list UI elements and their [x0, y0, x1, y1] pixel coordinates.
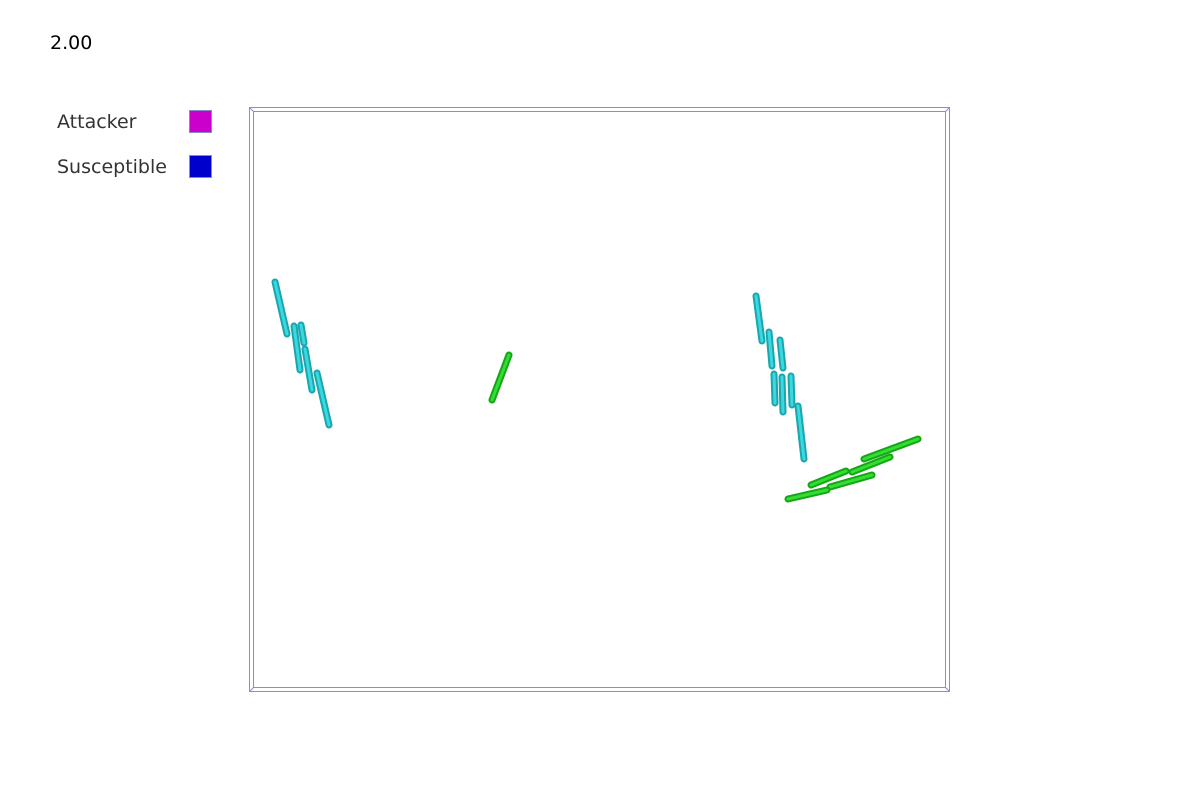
- time-readout: 2.00: [50, 32, 93, 54]
- cyan-cell: [780, 375, 785, 414]
- green-cell: [809, 469, 848, 487]
- domain-box-corner: [945, 687, 950, 692]
- legend-label-attacker: Attacker: [57, 111, 137, 133]
- cyan-cell: [796, 404, 806, 461]
- cyan-cell: [778, 338, 785, 370]
- green-cell: [828, 473, 874, 489]
- domain-box: [249, 107, 950, 692]
- green-cell: [850, 455, 892, 474]
- cyan-cell: [273, 280, 289, 336]
- cyan-cell-cluster-left: [271, 278, 333, 429]
- domain-box-outer: [249, 107, 950, 692]
- legend-swatch-susceptible: [189, 155, 212, 178]
- green-cell: [490, 353, 511, 402]
- legend-swatch-attacker: [189, 110, 212, 133]
- cyan-cell: [299, 323, 306, 345]
- green-cell: [786, 488, 829, 501]
- green-cell-center: [488, 351, 513, 404]
- domain-box-corner: [249, 107, 254, 112]
- cyan-cell: [315, 371, 331, 427]
- cyan-cell: [292, 324, 302, 372]
- green-cell: [862, 437, 920, 461]
- cyan-cell: [767, 330, 774, 368]
- cyan-cell: [754, 294, 764, 343]
- legend-item-susceptible: Susceptible: [57, 155, 227, 200]
- domain-box-inner: [253, 111, 946, 688]
- legend: Attacker Susceptible: [57, 110, 227, 200]
- legend-item-attacker: Attacker: [57, 110, 227, 155]
- cyan-cell: [772, 372, 777, 405]
- green-cell-cluster-right: [784, 435, 922, 503]
- domain-box-corner: [945, 107, 950, 112]
- legend-label-susceptible: Susceptible: [57, 156, 167, 178]
- domain-box-corner: [249, 687, 254, 692]
- cyan-cell-cluster-right: [752, 292, 808, 463]
- cyan-cell: [303, 347, 314, 392]
- cyan-cell: [789, 374, 794, 407]
